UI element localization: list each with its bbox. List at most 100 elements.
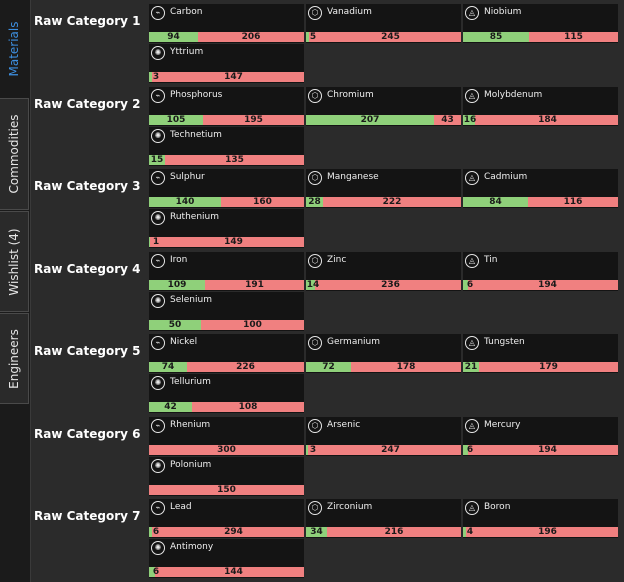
material-card-tin[interactable]: ◬ Tin 6 194 xyxy=(463,251,618,291)
tab-wishlist[interactable]: Wishlist (4) xyxy=(0,211,29,312)
need-count: 195 xyxy=(244,114,263,125)
material-card-selenium[interactable]: ✺ Selenium 50 100 xyxy=(149,291,304,331)
material-card-arsenic[interactable]: ⬡ Arsenic 3 247 xyxy=(306,416,461,456)
have-count: 4 xyxy=(466,527,474,537)
progress-bar: 1 149 xyxy=(149,237,304,247)
have-count: 3 xyxy=(309,444,317,455)
progress-bar: 85 115 xyxy=(463,32,618,42)
material-card-tungsten[interactable]: ◬ Tungsten 21 179 xyxy=(463,334,618,373)
material-name: Arsenic xyxy=(327,419,361,430)
progress-fill xyxy=(463,444,468,455)
material-card-boron[interactable]: ◬ Boron 4 196 xyxy=(463,499,618,538)
raw-grade-2-icon: ⬡ xyxy=(308,253,322,268)
progress-bar: 140 160 xyxy=(149,197,304,207)
need-count: 196 xyxy=(538,527,557,537)
material-name: Sulphur xyxy=(170,172,205,182)
material-card-phosphorus[interactable]: ⌁ Phosphorus 105 195 xyxy=(149,86,304,126)
material-card-tellurium[interactable]: ✺ Tellurium 42 108 xyxy=(149,374,304,413)
material-card-mercury[interactable]: ◬ Mercury 6 194 xyxy=(463,416,618,456)
need-count: 194 xyxy=(538,279,557,290)
material-card-nickel[interactable]: ⌁ Nickel 74 226 xyxy=(149,334,304,373)
progress-fill xyxy=(149,197,221,207)
progress-fill xyxy=(149,527,152,537)
raw-grade-4-icon: ✺ xyxy=(151,541,165,555)
tab-engineers[interactable]: Engineers xyxy=(0,313,29,404)
progress-fill xyxy=(463,32,529,42)
raw-grade-3-icon: ◬ xyxy=(465,501,479,515)
need-count: 108 xyxy=(238,402,258,412)
need-count: 144 xyxy=(224,567,243,577)
material-name: Selenium xyxy=(170,294,212,305)
need-count: 100 xyxy=(243,319,262,330)
need-count: 160 xyxy=(253,197,272,207)
material-card-technetium[interactable]: ✺ Technetium 15 135 xyxy=(149,126,304,166)
material-card-chromium[interactable]: ⬡ Chromium 207 43 xyxy=(306,86,461,126)
sidebar: Materials Commodities Wishlist (4) Engin… xyxy=(0,0,31,582)
material-card-iron[interactable]: ⌁ Iron 109 191 xyxy=(149,251,304,291)
material-name: Antimony xyxy=(170,542,214,552)
progress-fill xyxy=(149,154,165,165)
progress-fill xyxy=(149,567,155,577)
progress-fill xyxy=(463,279,468,290)
material-card-zirconium[interactable]: ⬡ Zirconium 34 216 xyxy=(306,499,461,538)
material-card-lead[interactable]: ⌁ Lead 6 294 xyxy=(149,499,304,538)
material-card-niobium[interactable]: ◬ Niobium 85 115 xyxy=(463,4,618,43)
need-count: 191 xyxy=(245,279,264,290)
raw-grade-4-icon: ✺ xyxy=(151,293,165,308)
raw-grade-3-icon: ◬ xyxy=(465,171,479,185)
progress-fill xyxy=(463,362,479,372)
progress-fill xyxy=(149,237,150,247)
material-card-polonium[interactable]: ✺ Polonium 150 xyxy=(149,456,304,496)
progress-fill xyxy=(306,32,309,42)
need-count: 116 xyxy=(563,197,583,207)
progress-bar: 6 144 xyxy=(149,567,304,577)
have-count: 6 xyxy=(152,527,160,537)
material-card-zinc[interactable]: ⬡ Zinc 14 236 xyxy=(306,251,461,291)
material-card-ruthenium[interactable]: ✺ Ruthenium 1 149 xyxy=(149,209,304,248)
raw-grade-2-icon: ⬡ xyxy=(308,501,322,515)
progress-bar: 6 194 xyxy=(463,279,618,290)
have-count: 42 xyxy=(164,402,177,412)
material-card-rhenium[interactable]: ⌁ Rhenium 300 xyxy=(149,416,304,456)
progress-bar: 3 247 xyxy=(306,444,461,455)
have-count: 84 xyxy=(489,197,502,207)
materials-panel: Raw Category 1 ⌁ Carbon 94 206 ⬡ Vanadium 5 245 ◬… xyxy=(31,0,624,582)
have-count: 1 xyxy=(152,237,160,247)
material-card-yttrium[interactable]: ✺ Yttrium 3 147 xyxy=(149,44,304,83)
progress-fill xyxy=(306,444,308,455)
material-name: Iron xyxy=(170,254,188,265)
tab-label: Materials xyxy=(7,20,21,77)
raw-grade-1-icon: ⌁ xyxy=(151,6,165,20)
progress-fill xyxy=(149,402,192,412)
material-card-carbon[interactable]: ⌁ Carbon 94 206 xyxy=(149,4,304,43)
need-count: 294 xyxy=(224,527,243,537)
progress-bar: 5 245 xyxy=(306,32,461,42)
material-card-sulphur[interactable]: ⌁ Sulphur 140 160 xyxy=(149,169,304,208)
material-card-molybdenum[interactable]: ◬ Molybdenum 16 184 xyxy=(463,86,618,126)
tab-materials[interactable]: Materials xyxy=(0,0,29,97)
material-card-antimony[interactable]: ✺ Antimony 6 144 xyxy=(149,539,304,578)
need-count: 43 xyxy=(441,114,454,125)
raw-grade-1-icon: ⌁ xyxy=(151,501,165,515)
progress-bar: 14 236 xyxy=(306,279,461,290)
have-count: 14 xyxy=(306,279,320,290)
have-count: 72 xyxy=(322,362,335,372)
have-count: 34 xyxy=(310,527,323,537)
tab-commodities[interactable]: Commodities xyxy=(0,98,29,210)
material-card-vanadium[interactable]: ⬡ Vanadium 5 245 xyxy=(306,4,461,43)
raw-grade-1-icon: ⌁ xyxy=(151,171,165,185)
material-card-manganese[interactable]: ⬡ Manganese 28 222 xyxy=(306,169,461,208)
material-card-germanium[interactable]: ⬡ Germanium 72 178 xyxy=(306,334,461,373)
have-count: 105 xyxy=(166,114,186,125)
have-count: 140 xyxy=(175,197,195,207)
need-count: 222 xyxy=(382,197,402,207)
material-card-cadmium[interactable]: ◬ Cadmium 84 116 xyxy=(463,169,618,208)
category-title: Raw Category 4 xyxy=(34,261,141,276)
material-name: Nickel xyxy=(170,337,198,347)
need-count: 178 xyxy=(396,362,416,372)
need-count: 184 xyxy=(538,114,557,125)
have-count: 94 xyxy=(167,32,180,42)
raw-grade-3-icon: ◬ xyxy=(465,253,479,268)
material-name: Polonium xyxy=(170,459,212,470)
raw-grade-3-icon: ◬ xyxy=(465,336,479,350)
